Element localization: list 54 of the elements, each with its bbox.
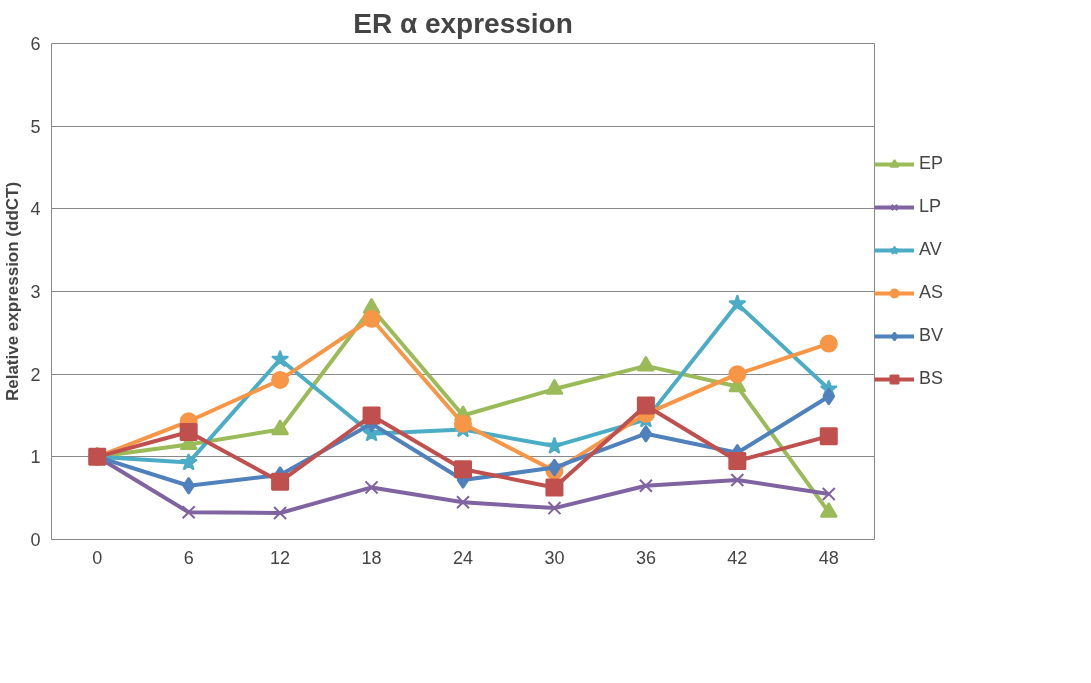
x-tick-label: 6 (183, 547, 194, 568)
y-tick-label: 5 (30, 116, 41, 137)
y-axis-title: Relative expression (ddCT) (3, 181, 23, 402)
y-tick-label: 3 (30, 282, 41, 302)
y-tick-label: 6 (30, 34, 41, 54)
point (728, 294, 747, 312)
point (547, 501, 562, 516)
point (819, 427, 838, 446)
point (179, 423, 198, 442)
point (728, 365, 747, 384)
x-tick-label: 0 (92, 547, 103, 568)
point (454, 414, 472, 433)
x-tick-label: 36 (635, 547, 656, 568)
point (271, 370, 290, 389)
point (362, 406, 381, 425)
x-tick-label: 12 (270, 547, 291, 568)
point (364, 480, 379, 495)
point (638, 478, 653, 493)
point (730, 472, 745, 487)
point (636, 396, 655, 415)
legend-label: BV (919, 325, 944, 346)
legend-label: BS (919, 368, 944, 389)
point (822, 387, 836, 406)
x-tick-label: 42 (727, 547, 748, 568)
y-tick-label: 1 (30, 447, 41, 468)
legend-label: EP (919, 153, 944, 174)
point (821, 487, 836, 502)
point (728, 451, 747, 470)
point (545, 478, 564, 497)
point (271, 472, 290, 491)
x-tick-label: 48 (818, 547, 839, 568)
chart-title: ER α expression (353, 7, 573, 39)
point (639, 424, 653, 443)
point (271, 419, 290, 436)
point (181, 505, 196, 520)
legend-label: AS (919, 282, 944, 303)
x-tick-label: 18 (361, 547, 382, 568)
point (179, 453, 198, 471)
x-tick-label: 24 (452, 547, 474, 568)
point (545, 378, 564, 395)
point (273, 506, 288, 521)
legend-label: AV (919, 239, 942, 260)
point (819, 334, 838, 353)
point (636, 355, 655, 372)
point (362, 309, 381, 328)
point (545, 436, 564, 454)
y-tick-label: 4 (30, 199, 41, 220)
point (455, 495, 471, 510)
legend-label: LP (919, 196, 942, 217)
y-tick-label: 0 (30, 530, 41, 550)
y-tick-label: 2 (30, 364, 41, 385)
x-tick-label: 30 (544, 547, 565, 568)
point (271, 349, 290, 368)
point (454, 460, 472, 479)
